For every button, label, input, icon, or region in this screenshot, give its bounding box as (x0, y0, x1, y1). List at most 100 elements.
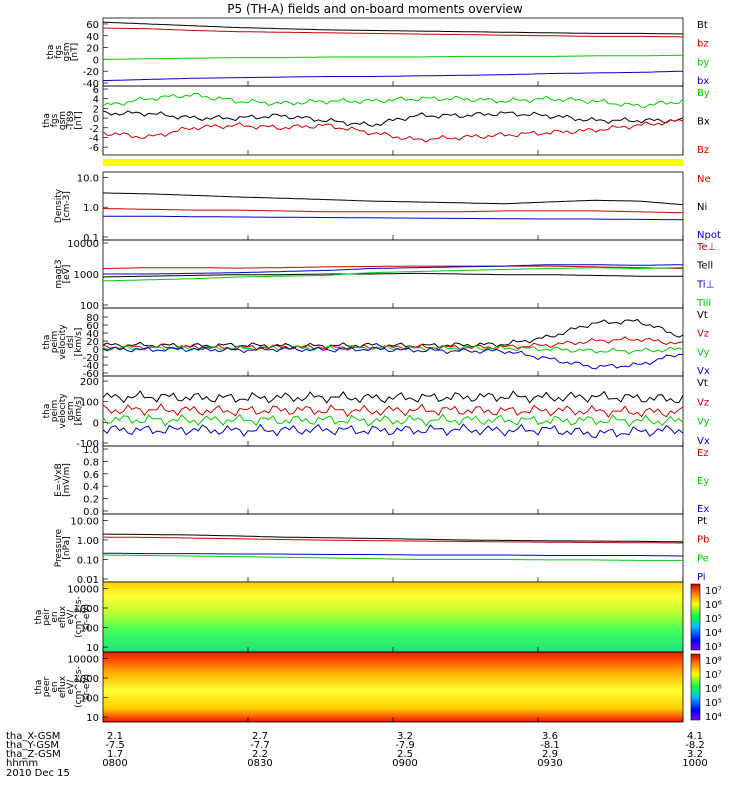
vel_eesa-legend-Vy: Vy (697, 347, 710, 358)
temp-legend-Ti⊥: Ti⊥ (696, 279, 714, 290)
vel_gsm-ylabel-line: [km/s] (74, 397, 84, 426)
elec_spec-ytick-label: 1000 (74, 674, 99, 685)
ion_spec-ylabel-line: sr-eV) (82, 604, 92, 630)
pressure-trace-Pe (103, 554, 683, 561)
fgs_dt-ylabel-line: -T89 (66, 111, 76, 131)
fgs-ytick-label: -20 (83, 67, 99, 78)
ion_spec-ylabel-line: (cm^2-s- (74, 596, 84, 638)
vel_eesa-ytick-label: -60 (83, 369, 99, 380)
elec_spec-colorbar-tick: 10⁷ (705, 670, 722, 681)
ephemeris-value: -8.1 (540, 740, 560, 751)
panel-efield: 1.00.8 0.60.4 0.20.0 E=-VxB[mV/m] Ez Ey Ex (54, 445, 709, 518)
fgs-ytick-label: 20 (86, 44, 99, 55)
efield-ytick-label: 0.6 (83, 470, 99, 481)
fgs_dt-ytick-label: 0 (93, 114, 99, 125)
ephemeris-label-hhmm: hhmm (6, 758, 38, 769)
fgs-trace-Bt (102, 21, 684, 35)
ephemeris-value: 2.2 (252, 749, 268, 760)
fgs-ylabel-line: [nT] (70, 43, 80, 61)
elec_spec-colorbar-tick: 10⁶ (705, 684, 722, 695)
density-ytick-label: 1.0 (83, 203, 99, 214)
elec_spec-ylabel-line: peer (42, 676, 52, 697)
pressure-legend-Pt: Pt (697, 516, 707, 527)
temp-legend-Till: Till (696, 298, 711, 309)
elec_spec-ylabel-line: tha (34, 680, 44, 695)
ion_spec-colorbar-tick: 10⁵ (705, 614, 722, 625)
vel_gsm-trace-Vz (102, 403, 684, 418)
pressure-ytick-label: 1.00 (77, 536, 99, 547)
ephemeris-label-tha_Z-GSM: tha_Z-GSM (6, 749, 61, 760)
ion_spec-colorbar-tick: 10⁴ (705, 628, 722, 639)
fgs_dt-ytick-label: 6 (93, 85, 99, 96)
vel_eesa-trace-Vz (102, 336, 684, 351)
temp-trace-Till (102, 267, 684, 282)
fgs_dt-trace-Bx (102, 110, 684, 128)
vel_eesa-ytick-label: 20 (86, 337, 99, 348)
ephemeris-value: 3.2 (687, 749, 703, 760)
elec_spec-spectrogram (103, 652, 683, 722)
ephemeris-label-tha_Y-GSM: tha_Y-GSM (6, 740, 59, 751)
ephemeris-value: 2.5 (397, 749, 413, 760)
vel_gsm-ytick-label: 200 (80, 377, 99, 388)
vel_eesa-ylabel-line: dsl (66, 336, 76, 349)
temp-trace-Ti⊥ (103, 264, 683, 275)
panel-ion_spec: 10⁷ 10⁶ 10⁵ 10⁴ 10³ 10000 1000 100 10 thapeirenef… (34, 581, 722, 654)
fgs-legend-bz: bz (697, 39, 709, 50)
ion_spec-ylabel-line: en (50, 611, 60, 622)
vel_eesa-legend-Vx: Vx (697, 366, 710, 377)
panels-group: 6040200-20-40thafgsgsm[nT]Btbzbybx6420-2… (34, 17, 722, 724)
ephemeris-value: -8.2 (685, 740, 705, 751)
ephemeris-value: 3.2 (397, 731, 413, 742)
temp-ytick-label: 1000 (74, 270, 99, 281)
ephemeris-date: 2010 Dec 15 (6, 768, 70, 779)
fgs_dt-trace-By (102, 92, 684, 108)
vel_gsm-trace-Vy (102, 413, 684, 428)
vel_gsm-ylabel-line: gsm (66, 401, 76, 420)
vel_gsm-legend-Vx: Vx (697, 436, 710, 447)
ephemeris-label-tha_X-GSM: tha_X-GSM (6, 731, 60, 742)
fgs_dt-ylabel-line: fgs (50, 113, 60, 127)
efield-legend-Ey: Ey (697, 476, 709, 487)
ion_spec-ylabel-line: tha (34, 610, 44, 625)
elec_spec-colorbar-tick: 10⁴ (705, 712, 722, 723)
fgs-ylabel-line: gsm (62, 42, 72, 61)
elec_spec-ylabel-line: eV/ (66, 679, 76, 695)
vel_gsm-ytick-label: -100 (76, 439, 99, 450)
pressure-frame (102, 513, 684, 583)
fgs_dt-trace-Bz (102, 119, 684, 143)
temp-ylabel-line: magt3 (54, 259, 64, 288)
fgs_dt-ytick-label: -4 (89, 133, 99, 144)
fgs-legend-bx: bx (697, 76, 709, 87)
panel-density: 10.0 1.0 0.1 Density[cm-3] Ne Ni Npot (54, 171, 721, 244)
density-ytick-label: 10.0 (77, 173, 99, 184)
elec_spec-colorbar-tick: 10⁵ (705, 698, 722, 709)
vel_eesa-ylabel-line: tha (42, 335, 52, 350)
efield-legend-Ex: Ex (697, 504, 709, 515)
fgs-legend-by: by (697, 57, 709, 68)
elec_spec-ylabel-line: (cm^2-s- (74, 666, 84, 708)
density-trace-Ni (103, 192, 684, 206)
fgs-ytick-label: 0 (93, 55, 99, 66)
vel_gsm-legend-Vz: Vz (697, 397, 709, 408)
temp-legend-Te⊥: Te⊥ (696, 242, 716, 253)
vel_eesa-ylabel-line: velocity (58, 324, 68, 360)
vel_eesa-ytick-label: 40 (86, 329, 99, 340)
panel-pressure: 10.00 1.00 0.10 0.01 Pressure[nPa] Pt Pb Pe Pi (54, 513, 709, 586)
ephemeris-value: 2.1 (107, 731, 123, 742)
ephemeris-value: 1000 (682, 758, 707, 769)
ephemeris-table: tha_X-GSM 2.1 2.7 3.2 3.6 4.1 tha_Y-GSM -7.5 -7.… (6, 731, 708, 779)
vel_eesa-ytick-label: -40 (83, 361, 99, 372)
ion_spec-colorbar-tick: 10⁶ (705, 600, 722, 611)
temp-ylabel-line: [eV] (62, 265, 72, 284)
density-ylabel-line: Density (54, 188, 64, 223)
vel_eesa-trace-Vy (102, 344, 684, 355)
ephemeris-value: -7.7 (250, 740, 270, 751)
efield-ylabel-line: [mV/m] (62, 463, 72, 497)
fgs_dt-ylabel-line: [nT] (74, 111, 84, 129)
pressure-legend-Pi: Pi (697, 572, 706, 583)
density-ytick-label: 0.1 (83, 233, 99, 244)
ephemeris-value: 2.7 (252, 731, 268, 742)
fgs_dt-legend-Bx: Bx (697, 117, 710, 128)
fgs_dt-legend-By: By (697, 88, 710, 99)
ephemeris-value: 1.7 (107, 749, 123, 760)
